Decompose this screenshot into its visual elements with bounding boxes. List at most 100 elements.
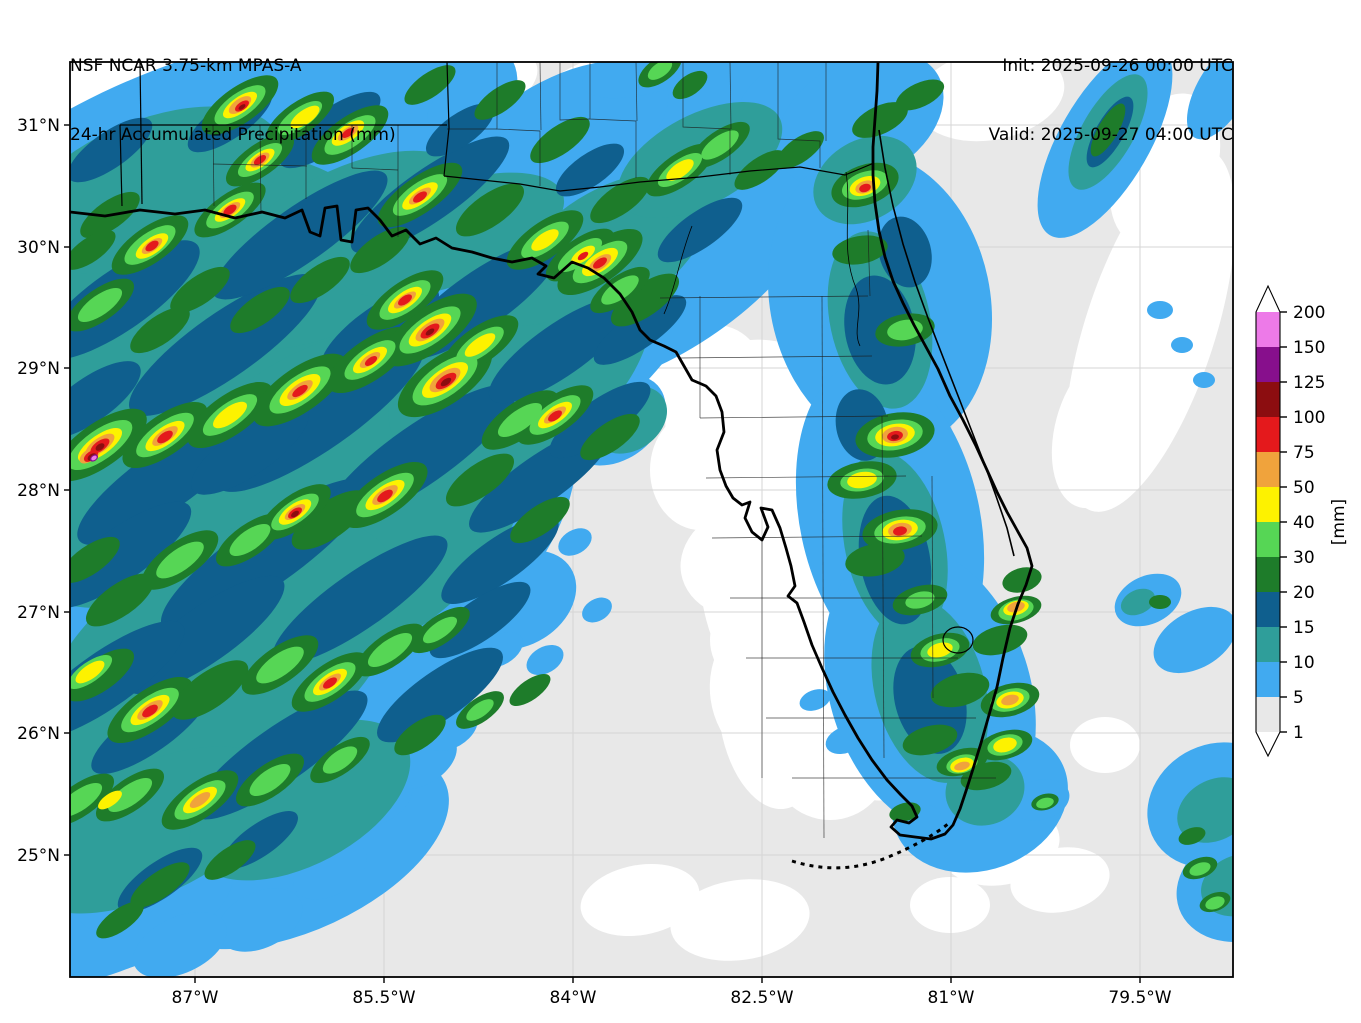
- precip-cells-20-30mm: [845, 543, 905, 577]
- precip-cells-20-30mm: [510, 496, 570, 544]
- florida-keys: [791, 822, 949, 870]
- precip-cells-40-50mm: [666, 159, 694, 181]
- precip-cells-20-30mm: [230, 286, 290, 334]
- precip-cells-15-20mm: [192, 690, 368, 820]
- colorbar-tick-label: 1: [1293, 723, 1304, 743]
- precip-cells-20-30mm: [832, 235, 888, 265]
- precip-cells-5-10mm: [1147, 301, 1173, 319]
- precip-cells-75-100mm: [577, 251, 589, 261]
- colorbar-tick-label: 125: [1293, 373, 1325, 393]
- precip-cells-30-40mm: [77, 287, 123, 323]
- colorbar-segment: [1256, 417, 1280, 452]
- no-precip-area: [650, 410, 750, 530]
- precip-cells-15-20mm: [377, 647, 503, 743]
- county-border: [777, 62, 821, 168]
- precip-cells-20-30mm: [455, 183, 525, 237]
- precip-cells-20-30mm: [96, 901, 144, 939]
- precip-cells-15-20mm: [555, 143, 625, 197]
- no-precip-area: [718, 630, 822, 810]
- precip-cells-30-40mm: [601, 275, 639, 305]
- x-tick-label: 85.5°W: [352, 988, 415, 1008]
- precip-cells-30-40mm: [1036, 797, 1054, 809]
- no-precip-area: [670, 879, 810, 961]
- precip-cells-30-40mm: [466, 699, 494, 721]
- colorbar-segment: [1256, 557, 1280, 592]
- y-tick-label: 28°N: [17, 481, 60, 501]
- precip-cells-75-100mm: [413, 191, 427, 203]
- colorbar-tick-label: 15: [1293, 618, 1315, 638]
- precip-cells-20-30mm: [85, 573, 155, 627]
- precip-cells-75-100mm: [893, 526, 907, 536]
- precip-cells-75-100mm: [548, 410, 562, 422]
- precip-cells-5-10mm: [1193, 372, 1215, 388]
- precip-cells-15-20mm: [70, 361, 141, 439]
- precip-cells-20-30mm: [1090, 103, 1126, 157]
- county-border: [559, 62, 591, 121]
- colorbar-tick-label: 30: [1293, 548, 1315, 568]
- precip-cells-30-40mm: [701, 130, 739, 160]
- river: [663, 225, 693, 315]
- precip-cells-5-10mm: [799, 689, 831, 711]
- colorbar-tick-label: 20: [1293, 583, 1315, 603]
- precip-cells-15-20mm: [657, 197, 743, 263]
- colorbar-segment: [1256, 347, 1280, 382]
- county-border: [699, 415, 889, 419]
- x-tick-label: 84°W: [550, 988, 597, 1008]
- colorbar-segment: [1256, 382, 1280, 417]
- precip-cells-75-100mm: [364, 356, 378, 366]
- precip-cells-75-100mm: [253, 155, 267, 165]
- x-tick-label: 82.5°W: [730, 988, 793, 1008]
- x-tick-label: 87°W: [172, 988, 219, 1008]
- precip-cells-75-100mm: [323, 677, 337, 689]
- precip-cells-75-100mm: [223, 204, 237, 216]
- y-tick-label: 27°N: [17, 603, 60, 623]
- x-tick-label: 79.5°W: [1108, 988, 1171, 1008]
- title-line-2: 24-hr Accumulated Precipitation (mm): [70, 125, 396, 145]
- precip-cells-150-200mm: [91, 455, 97, 461]
- county-border: [867, 229, 871, 297]
- precip-cells-100-125mm: [425, 328, 435, 336]
- precip-cells-40-50mm: [847, 471, 877, 489]
- precip-cells-75-100mm: [398, 294, 412, 306]
- precip-cells-20-30mm: [445, 453, 515, 507]
- precip-cells-30-40mm: [249, 763, 291, 797]
- precip-cells-15-20mm: [549, 381, 651, 459]
- precip-cells-40-50mm: [531, 229, 559, 251]
- precip-cells-30-40mm: [256, 646, 304, 684]
- precip-cells-15-20mm: [488, 296, 632, 404]
- no-precip-area: [580, 863, 700, 937]
- y-tick-label: 30°N: [17, 238, 60, 258]
- title-line-1: NSF NCAR 3.75-km MPAS-A: [70, 56, 302, 76]
- county-border: [821, 295, 825, 839]
- precip-cells-20-30mm: [852, 102, 908, 138]
- precip-cells-5-10mm: [133, 911, 227, 977]
- county-border: [589, 62, 637, 178]
- precip-cells-40-50mm: [75, 660, 105, 684]
- colorbar-segment: [1256, 522, 1280, 557]
- state-border: [119, 124, 123, 207]
- colorbar-under-arrow: [1256, 732, 1280, 756]
- precip-cells-75-100mm: [145, 240, 159, 252]
- precip-cells-10-15mm: [1120, 588, 1156, 616]
- precip-cells-30-40mm: [322, 746, 358, 774]
- no-precip-area: [1010, 847, 1110, 913]
- state-border: [139, 62, 143, 205]
- axes: 87°W 85.5°W 84°W 82.5°W 81°W 79.5°W 31°N 30°N 29…: [17, 116, 1172, 1008]
- precip-cells-15-20mm: [70, 501, 192, 609]
- precip-cells-5-10mm: [217, 888, 303, 952]
- precip-cells-20-30mm: [70, 536, 120, 584]
- county-border: [682, 62, 731, 175]
- precip-cells-20-30mm: [590, 176, 650, 224]
- precip-cells-15-20mm: [77, 414, 253, 546]
- precip-cells-75-100mm: [157, 430, 173, 444]
- colorbar-tick-label: 100: [1293, 408, 1325, 428]
- precip-cells-20-30mm: [972, 624, 1028, 656]
- lake-okeechobee-outline: [942, 626, 974, 654]
- precip-cells-40-50mm: [98, 790, 122, 810]
- precip-cells-40-50mm: [290, 105, 320, 129]
- precip-cells-100-125mm: [95, 443, 105, 451]
- precip-cells-20-30mm: [170, 266, 230, 314]
- state-border: [443, 62, 450, 177]
